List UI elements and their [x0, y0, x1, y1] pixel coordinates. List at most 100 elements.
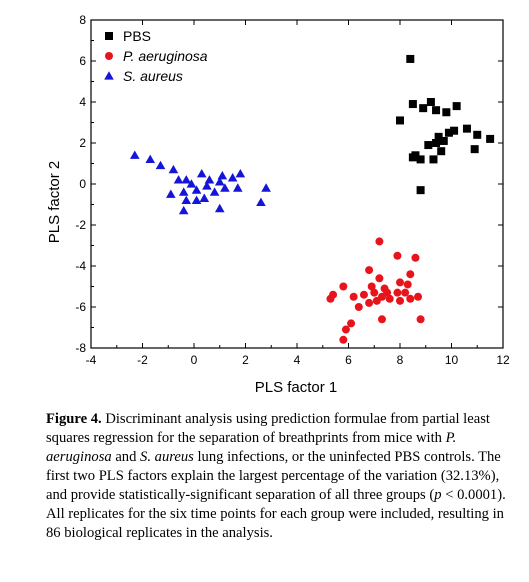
y-tick-label: -2	[75, 218, 86, 232]
data-point	[220, 183, 230, 192]
data-point	[178, 205, 189, 215]
data-point	[232, 183, 243, 192]
legend-marker	[105, 32, 113, 40]
x-tick-label: 2	[242, 353, 249, 367]
data-point	[339, 335, 348, 344]
data-point	[408, 153, 417, 162]
axes-group: -4 -2 0 2 4 6 8 10 12 -8 -6 -4 -2 0 2 4 6 8	[75, 13, 510, 367]
x-tick-label: 4	[294, 353, 301, 367]
data-point	[199, 193, 210, 202]
data-point	[209, 187, 220, 196]
data-point	[202, 181, 212, 190]
data-point	[155, 160, 166, 170]
caption-label: Figure 4.	[46, 411, 102, 427]
data-point	[486, 134, 495, 143]
data-point	[145, 154, 156, 163]
caption-text: and	[111, 449, 141, 465]
caption-italic: p	[434, 487, 442, 503]
data-point	[411, 253, 420, 262]
data-point	[416, 186, 425, 195]
data-point	[217, 171, 228, 180]
legend-label: S. aureus	[123, 68, 183, 84]
data-point	[367, 282, 376, 291]
data-point	[406, 270, 415, 279]
data-point	[393, 251, 402, 260]
data-point	[191, 185, 202, 194]
data-point	[347, 319, 356, 328]
data-point	[416, 315, 425, 324]
legend-label: P. aeruginosa	[123, 48, 208, 64]
data-point	[370, 288, 379, 297]
data-point	[365, 298, 374, 307]
data-point	[214, 177, 225, 186]
y-tick-label: 0	[79, 177, 86, 191]
data-point	[442, 108, 451, 117]
data-point	[359, 290, 368, 299]
y-tick-label: 4	[79, 95, 86, 109]
series-1	[326, 237, 425, 344]
data-point	[326, 294, 335, 303]
data-point	[437, 147, 446, 156]
data-point	[256, 197, 266, 207]
data-point	[439, 136, 448, 145]
data-point	[406, 54, 415, 63]
y-tick-label: -6	[75, 300, 86, 314]
data-point	[408, 100, 417, 109]
data-point	[372, 296, 381, 305]
data-point	[462, 124, 471, 133]
caption-text: Discriminant analysis using prediction f…	[46, 411, 490, 446]
data-point	[354, 303, 363, 311]
legend-marker	[104, 71, 114, 80]
data-point	[365, 266, 374, 275]
data-point	[178, 187, 189, 196]
data-point	[396, 296, 404, 305]
data-point	[401, 288, 410, 297]
caption-text: lung infections, or the uninfected PBS c…	[46, 449, 501, 503]
y-tick-label: -4	[75, 259, 86, 273]
x-tick-label: -2	[137, 353, 148, 367]
data-point	[419, 104, 428, 113]
data-point	[396, 116, 404, 125]
data-point	[261, 183, 271, 192]
series-2	[129, 150, 271, 215]
data-point	[429, 155, 438, 164]
data-point	[432, 106, 441, 115]
scatter-chart: -4 -2 0 2 4 6 8 10 12 -8 -6 -4 -2 0 2 4 6 8 PBS P. aerugin…	[46, 13, 510, 396]
data-point	[204, 175, 215, 184]
legend-marker	[105, 52, 113, 60]
x-axis-label: PLS factor 1	[255, 379, 338, 396]
data-point	[191, 195, 202, 204]
data-point	[214, 203, 225, 213]
data-point	[424, 141, 433, 150]
x-tick-label: 12	[496, 353, 510, 367]
data-point	[414, 292, 423, 301]
data-point	[383, 288, 392, 297]
x-tick-label: 6	[345, 353, 352, 367]
legend: PBS P. aeruginosa S. aureus	[104, 28, 208, 84]
data-point	[393, 288, 402, 297]
data-point	[432, 139, 441, 147]
y-tick-label: 8	[79, 13, 86, 27]
x-tick-label: 0	[191, 353, 198, 367]
data-point	[434, 132, 443, 141]
x-tick-label: 10	[445, 353, 459, 367]
y-tick-label: 6	[79, 54, 86, 68]
data-point	[186, 179, 197, 188]
caption-italic: P. aeruginosa	[46, 430, 457, 465]
data-point	[377, 315, 386, 324]
data-point	[403, 280, 412, 289]
data-point	[181, 195, 192, 204]
data-point	[339, 282, 348, 291]
data-point	[196, 168, 207, 178]
data-point	[450, 126, 459, 135]
points-group	[129, 54, 495, 344]
data-point	[166, 189, 176, 198]
data-point	[385, 294, 394, 303]
data-point	[129, 150, 140, 159]
data-point	[473, 130, 482, 139]
data-point	[426, 98, 435, 106]
legend-label: PBS	[123, 28, 151, 44]
caption-text: < 0.0001). All replicates for the six ti…	[46, 487, 506, 541]
data-point	[452, 102, 461, 111]
data-point	[396, 278, 404, 287]
